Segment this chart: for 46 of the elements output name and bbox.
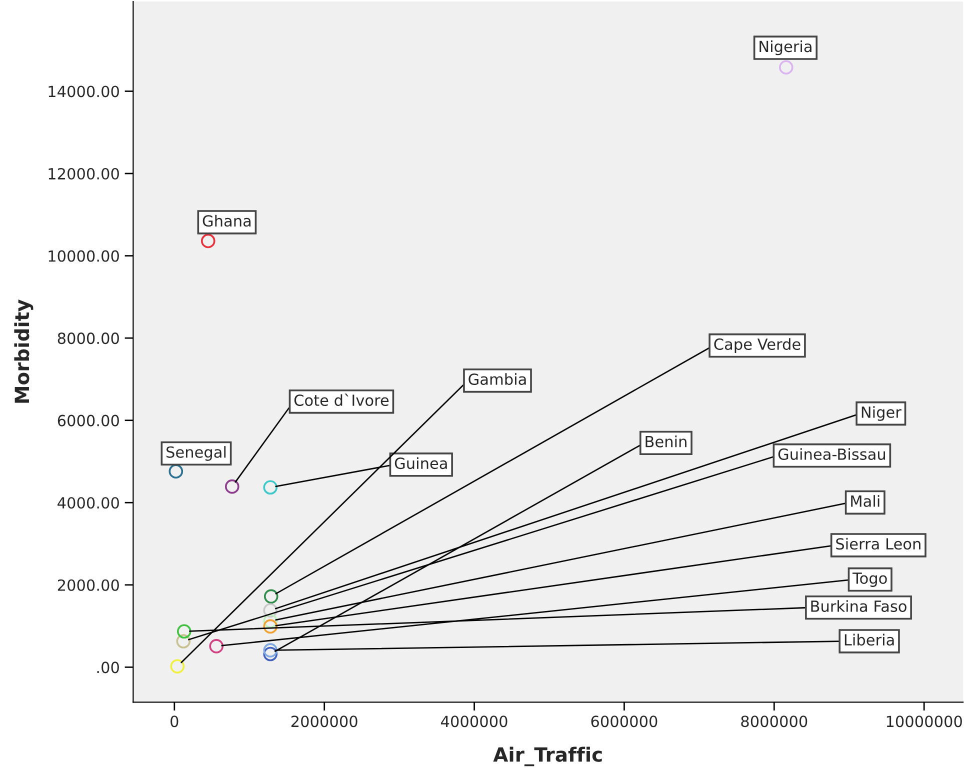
text: Guinea — [394, 457, 447, 470]
x-tick-label: 0 — [170, 716, 178, 728]
y-tick-label: 8000.00 — [58, 332, 119, 344]
text: Gambia — [468, 373, 526, 386]
point — [263, 614, 278, 628]
text: Benin — [646, 436, 686, 448]
x-tick-label: 4000000 — [441, 716, 508, 728]
y-tick-label: 2000.00 — [58, 579, 119, 591]
text: Liberia — [844, 634, 894, 646]
text: Guinea-Bissau — [778, 448, 885, 460]
x-tick-label: 6000000 — [591, 716, 658, 728]
y-tick-label: .00 — [97, 662, 119, 674]
point — [263, 619, 278, 634]
point — [176, 634, 191, 648]
point — [778, 60, 794, 75]
series-label: Nigeria — [760, 40, 812, 56]
point — [209, 639, 224, 654]
point — [263, 646, 278, 662]
x-tick-label: 10000000 — [886, 716, 962, 728]
text: Cote d`Ivore — [294, 394, 389, 406]
y-tick-label: 6000.00 — [58, 414, 119, 426]
point — [176, 624, 192, 639]
y-tick-label: 14000.00 — [48, 86, 119, 98]
point — [170, 659, 185, 674]
series-label: Senegal — [166, 446, 226, 461]
point — [263, 643, 278, 658]
x-tick-label: 8000000 — [741, 716, 808, 728]
y-tick-label: 10000.00 — [48, 250, 119, 262]
x-tick-label: 2000000 — [291, 716, 358, 728]
x-axis-title: Air_Traffic — [493, 746, 602, 766]
text: Mali — [851, 495, 880, 507]
point — [263, 480, 278, 495]
text: Cape Verde — [714, 338, 800, 353]
y-tick-label: 4000.00 — [58, 497, 119, 509]
text: Sierra Leon — [836, 538, 920, 550]
y-tick-label: 12000.00 — [48, 168, 119, 180]
y-axis-title: Morbidity — [14, 299, 34, 403]
text: Togo — [852, 572, 887, 587]
point — [200, 234, 216, 248]
point — [264, 589, 278, 604]
point — [224, 479, 240, 494]
text: Burkina Faso — [811, 600, 906, 612]
point — [168, 464, 184, 479]
text: Niger — [862, 406, 902, 421]
point — [263, 603, 278, 618]
series-label: Ghana — [202, 214, 251, 227]
